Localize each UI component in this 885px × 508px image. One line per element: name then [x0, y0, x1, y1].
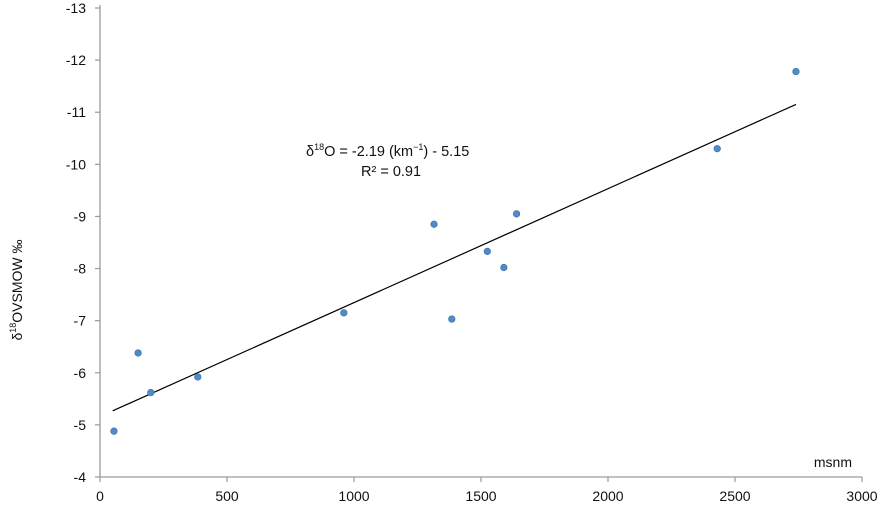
data-point — [512, 210, 521, 218]
data-point — [194, 373, 202, 381]
data-point — [340, 309, 348, 317]
y-tick-label: -5 — [74, 417, 87, 433]
data-point — [134, 349, 142, 357]
y-ticks: -4 -5 -6 -7 -8 -9 -10 -11 -12 -13 — [66, 0, 100, 485]
data-point — [448, 315, 456, 323]
r-squared-label: R² = 0.91 — [361, 164, 421, 180]
y-tick-label: -12 — [66, 52, 86, 68]
y-tick-label: -6 — [74, 365, 87, 381]
y-tick-label: -8 — [74, 261, 87, 277]
y-tick-label: -13 — [66, 0, 86, 16]
x-tick-label: 500 — [215, 488, 239, 504]
x-tick-label: 1000 — [338, 488, 369, 504]
plot-area: -4 -5 -6 -7 -8 -9 -10 -11 -12 -13 0 500 1000 1500 200… — [66, 0, 878, 504]
data-point — [147, 388, 155, 397]
y-tick-label: -10 — [66, 156, 86, 172]
y-tick-label: -11 — [67, 104, 86, 120]
data-point — [430, 220, 438, 228]
data-point — [792, 67, 800, 76]
regression-equation: δ18O = -2.19 (km−1) - 5.15 — [306, 142, 469, 160]
y-tick-label: -7 — [74, 313, 87, 329]
data-points — [110, 67, 800, 435]
x-tick-label: 1500 — [465, 488, 496, 504]
y-tick-label: -4 — [74, 469, 87, 485]
x-axis-label: msnm — [814, 454, 852, 470]
data-point — [713, 145, 721, 153]
data-point — [110, 427, 118, 435]
x-tick-label: 0 — [96, 488, 104, 504]
x-ticks: 0 500 1000 1500 2000 2500 3000 — [96, 477, 878, 504]
x-tick-label: 2500 — [719, 488, 750, 504]
y-axis-label: δ18OVSMOW ‰ — [8, 239, 25, 340]
data-point — [483, 247, 491, 255]
data-point — [500, 263, 508, 272]
x-tick-label: 3000 — [846, 488, 877, 504]
y-tick-label: -9 — [74, 208, 87, 224]
x-tick-label: 2000 — [592, 488, 623, 504]
trendline — [112, 103, 797, 412]
